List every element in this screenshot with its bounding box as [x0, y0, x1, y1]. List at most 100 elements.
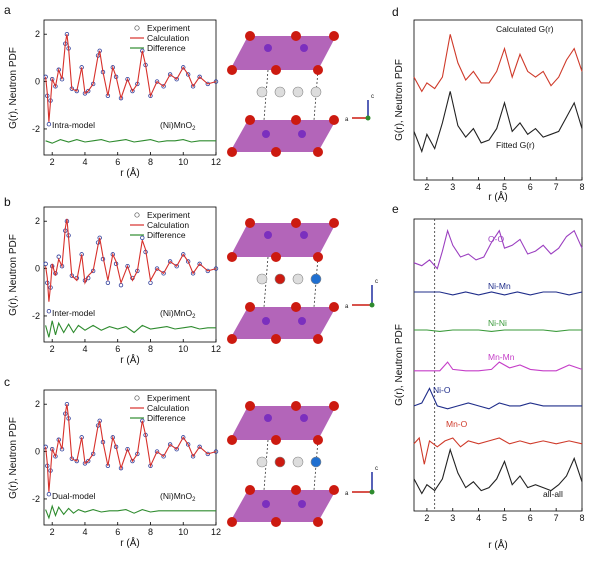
x-tick-label: 8 — [579, 182, 584, 192]
oxygen-atom — [271, 334, 281, 344]
panel-d-y-axis-label: G(r), Neutron PDF — [394, 59, 405, 141]
experiment-point — [174, 77, 179, 82]
x-tick-label: 12 — [211, 157, 221, 167]
experiment-point — [125, 77, 130, 82]
mn-atom — [262, 130, 270, 138]
legend-experiment-label: Experiment — [147, 210, 191, 220]
panel-c-y-ticks: -2 0 2 — [32, 399, 47, 504]
legend-difference-label: Difference — [147, 413, 186, 423]
interlayer-atom — [256, 273, 268, 285]
oxygen-atom — [313, 334, 323, 344]
label-all-all: all-all — [543, 489, 563, 499]
mn-atom — [298, 500, 306, 508]
experiment-point — [197, 74, 202, 80]
oxygen-atom — [291, 218, 301, 228]
oxygen-atom — [291, 485, 301, 495]
top-layer — [230, 406, 336, 440]
panel-a-y-ticks: -2 0 2 — [32, 29, 47, 134]
series-line-calculation — [45, 34, 217, 122]
calculated-series-label: Calculated G(r) — [496, 24, 554, 34]
oxygen-atom — [271, 65, 281, 75]
x-tick-label: 8 — [579, 513, 584, 523]
oxygen-atom — [271, 435, 281, 445]
x-tick-label: 12 — [211, 344, 221, 354]
x-tick-label: 8 — [148, 344, 153, 354]
series-line-difference — [45, 504, 216, 520]
oxygen-atom — [313, 435, 323, 445]
experiment-point — [105, 280, 111, 285]
mn-atom — [298, 317, 306, 325]
x-tick-label: 12 — [211, 527, 221, 537]
panel-letter-a: a — [4, 3, 11, 17]
panel-b-plot-frame — [43, 206, 217, 343]
panel-b-series — [43, 218, 219, 338]
x-tick-label: 2 — [424, 182, 429, 192]
oxygen-atom — [227, 517, 237, 527]
experiment-point — [197, 444, 202, 450]
crystal-structure-c: a c — [227, 401, 378, 527]
oxygen-atom — [313, 65, 323, 75]
experiment-point — [140, 235, 145, 240]
mn-atom — [298, 130, 306, 138]
axis-a-label: a — [345, 117, 349, 123]
axis-c-label: c — [371, 94, 374, 100]
x-tick-label: 4 — [82, 527, 87, 537]
panel-d-x-ticks: 2 3 4 5 6 7 8 — [424, 177, 585, 192]
panel-b-legend: Experiment Calculation Difference — [130, 210, 191, 240]
axis-a-label: a — [345, 491, 349, 497]
panel-letter-b: b — [4, 195, 11, 209]
axis-origin-icon — [369, 302, 375, 308]
oxygen-atom — [329, 218, 339, 228]
series-line-mn-mn — [414, 361, 583, 372]
series-line-ni-ni — [414, 329, 582, 332]
x-tick-label: 6 — [528, 182, 533, 192]
series-line-difference — [45, 320, 216, 338]
interlayer-atom — [274, 273, 286, 285]
oxygen-atom — [329, 31, 339, 41]
series-line-o-o — [413, 228, 583, 270]
experiment-point — [154, 449, 160, 454]
panel-b-model-label: Inter-model — [52, 308, 95, 318]
legend-difference-label: Difference — [147, 230, 186, 240]
legend-calculation-label: Calculation — [147, 403, 189, 413]
label-ni-ni: Ni-Ni — [488, 318, 507, 328]
panel-letter-c: c — [4, 375, 10, 389]
oxygen-atom — [245, 302, 255, 312]
experiment-point — [167, 442, 173, 447]
x-tick-label: 2 — [50, 344, 55, 354]
series-line-all-all — [413, 447, 583, 495]
bottom-layer — [230, 120, 336, 152]
panel-a-x-ticks: 2 4 6 8 10 12 — [50, 152, 221, 167]
experiment-point — [125, 447, 130, 452]
y-tick-label: -2 — [32, 311, 40, 321]
panel-letter-e: e — [392, 202, 399, 216]
label-ni-mn: Ni-Mn — [488, 281, 511, 291]
experiment-point — [185, 442, 191, 447]
oxygen-atom — [227, 334, 237, 344]
interlayer-atom — [310, 86, 322, 98]
experiment-point — [86, 458, 91, 464]
panel-a-y-axis-label: G(r), Neutron PDF — [8, 47, 19, 129]
fitted-series-label: Fitted G(r) — [496, 140, 535, 150]
oxygen-atom — [329, 302, 339, 312]
experiment-point — [181, 435, 186, 440]
mn-atom — [300, 231, 308, 239]
experiment-point — [174, 264, 179, 269]
mn-atom — [264, 44, 272, 52]
oxygen-atom — [271, 517, 281, 527]
interlayer-atom — [274, 86, 286, 98]
oxygen-atom — [291, 31, 301, 41]
x-tick-label: 10 — [178, 157, 188, 167]
interlayer-atom — [292, 273, 304, 285]
oxygen-atom — [227, 435, 237, 445]
panel-a-plot-frame — [43, 19, 217, 156]
experiment-point — [167, 72, 173, 77]
interlayer-atom — [310, 273, 322, 285]
interlayer-atom — [256, 456, 268, 468]
experiment-point — [174, 447, 179, 452]
oxygen-atom — [291, 302, 301, 312]
oxygen-atom — [245, 401, 255, 411]
oxygen-atom — [245, 31, 255, 41]
panel-a-compound-label: (Ni)MnO2 — [160, 120, 196, 132]
